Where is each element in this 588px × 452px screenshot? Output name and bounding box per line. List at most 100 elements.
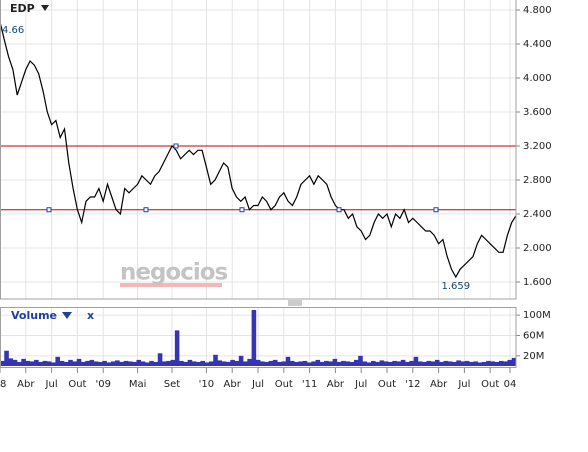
volume-bar	[426, 360, 432, 366]
volume-bar	[409, 360, 414, 366]
volume-bar	[55, 356, 61, 366]
volume-bar	[179, 360, 184, 366]
resize-handle[interactable]	[288, 300, 302, 306]
volume-bar	[494, 361, 500, 366]
y-tick-label: 2.000	[523, 243, 552, 254]
symbol-title[interactable]: EDP	[10, 2, 35, 15]
x-tick-label: '09	[95, 379, 110, 390]
volume-bar	[417, 361, 423, 366]
volume-bar	[443, 360, 449, 366]
volume-bar	[170, 359, 176, 366]
volume-bar	[8, 358, 14, 366]
volume-bar	[473, 361, 478, 366]
y-tick-label: 100M	[523, 310, 551, 321]
volume-bar	[29, 361, 35, 366]
volume-bar	[464, 360, 470, 366]
volume-bar	[127, 361, 133, 366]
volume-bar	[157, 353, 163, 366]
volume-bar	[34, 359, 39, 366]
volume-bar	[264, 361, 269, 366]
x-tick-label: Abr	[430, 379, 448, 390]
volume-bar	[136, 359, 142, 366]
y-tick-label: 4.400	[523, 39, 552, 50]
volume-bar	[281, 361, 287, 366]
volume-bar	[336, 361, 342, 366]
volume-bar	[285, 356, 291, 366]
volume-bar	[85, 360, 90, 366]
volume-bar	[76, 358, 82, 366]
x-tick-label: 04	[504, 379, 517, 390]
volume-bar	[234, 360, 240, 366]
volume-bar	[422, 361, 427, 366]
volume-bar	[498, 360, 504, 366]
volume-bar	[59, 360, 65, 366]
volume-bar	[89, 359, 95, 366]
volume-bar	[375, 361, 380, 366]
volume-bar	[392, 360, 397, 366]
volume-bar	[405, 361, 410, 366]
volume-bar	[204, 362, 210, 366]
x-tick-label: '10	[199, 379, 214, 390]
volume-bar	[38, 361, 43, 366]
volume-bar	[153, 361, 159, 366]
volume-bar	[102, 360, 107, 366]
volume-bar	[230, 359, 235, 366]
price-line	[0, 21, 517, 279]
volume-bar	[119, 361, 124, 366]
x-tick-label: Jul	[251, 379, 264, 390]
volume-bar	[238, 355, 244, 366]
x-tick-label: '11	[302, 379, 317, 390]
x-tick-label: Abr	[224, 379, 242, 390]
volume-bar	[486, 360, 491, 366]
volume-bar	[21, 358, 26, 366]
volume-bar	[362, 361, 368, 366]
volume-bar	[400, 359, 406, 366]
volume-bar	[439, 361, 444, 366]
volume-bar	[358, 355, 363, 366]
line-handle	[46, 207, 52, 213]
volume-bar	[247, 358, 252, 366]
price-frame	[0, 0, 517, 300]
volume-bar	[46, 361, 52, 366]
volume-bar	[353, 359, 359, 366]
volume-bar	[332, 358, 338, 366]
volume-title[interactable]: Volume	[11, 309, 57, 322]
volume-bar	[110, 361, 116, 366]
x-tick-label: Mai	[129, 379, 147, 390]
symbol-dropdown[interactable]	[41, 5, 49, 11]
volume-bar	[25, 360, 31, 366]
volume-bar	[68, 359, 73, 366]
max-label: 4.66	[2, 25, 24, 36]
x-tick-label: Out	[68, 379, 86, 390]
watermark: negocios	[120, 260, 228, 286]
volume-bar	[469, 361, 474, 366]
volume-bar	[383, 361, 389, 366]
volume-bar	[503, 361, 508, 366]
volume-bar	[191, 361, 197, 366]
volume-bar	[93, 361, 99, 366]
volume-bar	[388, 361, 393, 366]
volume-close[interactable]: x	[87, 309, 94, 322]
x-tick-label: Jul	[45, 379, 58, 390]
volume-bar	[311, 361, 316, 366]
volume-bar	[17, 361, 22, 366]
volume-bar	[166, 360, 171, 366]
volume-bar	[51, 362, 56, 366]
volume-bar	[208, 361, 214, 366]
volume-bar	[255, 359, 261, 366]
y-tick-label: 3.200	[523, 141, 552, 152]
line-handle	[173, 143, 179, 149]
volume-bar	[12, 359, 18, 366]
volume-bar	[4, 350, 9, 366]
volume-bar	[140, 361, 146, 366]
volume-dropdown[interactable]	[62, 312, 72, 319]
x-tick-label: '12	[405, 379, 420, 390]
volume-bar	[200, 360, 205, 366]
volume-bar	[226, 361, 231, 366]
volume-bar	[430, 361, 436, 366]
x-tick-label: Abr	[17, 379, 35, 390]
volume-bar	[251, 310, 257, 366]
volume-frame	[0, 307, 517, 368]
volume-bar	[217, 360, 223, 366]
